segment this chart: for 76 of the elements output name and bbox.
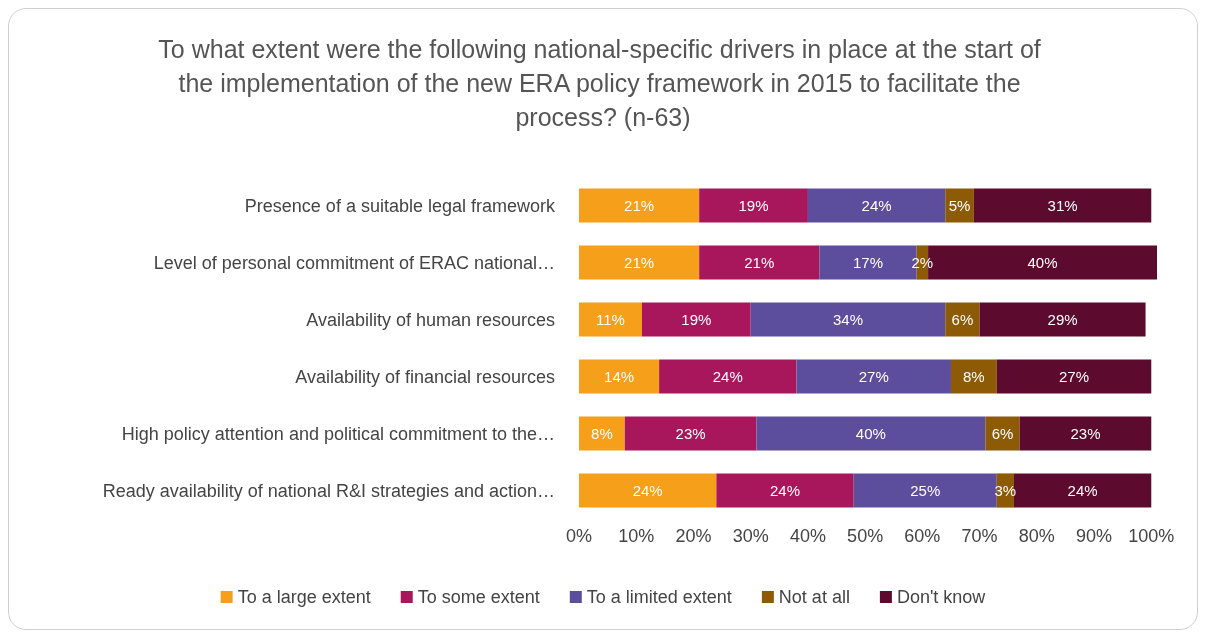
- data-label: 27%: [858, 368, 889, 385]
- bar: [699, 245, 820, 280]
- bar: [796, 359, 951, 394]
- data-label: 19%: [681, 311, 712, 328]
- data-label: 17%: [852, 254, 884, 271]
- y-tick-label: Level of personal commitment of ERAC national…: [153, 252, 555, 273]
- data-label: 8%: [591, 425, 613, 442]
- bar: [985, 416, 1020, 451]
- bar: [807, 188, 946, 223]
- y-tick-label: Ready availability of national R&I strategies and action…: [102, 480, 555, 501]
- bar: [979, 302, 1146, 337]
- x-tick-label: 90%: [1076, 526, 1113, 546]
- data-label: 11%: [596, 311, 625, 328]
- legend-label: Not at all: [778, 587, 850, 607]
- x-tick-label: 100%: [1128, 526, 1175, 546]
- data-label: 24%: [770, 482, 801, 499]
- bar: [1019, 416, 1152, 451]
- legend-label: To a limited extent: [586, 587, 732, 607]
- data-label: 24%: [861, 197, 892, 214]
- data-label: 21%: [624, 197, 655, 214]
- chart-title: To what extent were the following national-specific drivers in place at the start of the implementation of the new ERA policy framework in 2015 to facilitate the process? (n-63): [158, 35, 1048, 131]
- data-label: 40%: [855, 425, 886, 442]
- legend-label: To some extent: [417, 587, 540, 607]
- bar: [853, 473, 997, 508]
- y-tick-label: Availability of financial resources: [295, 366, 555, 387]
- bar: [579, 302, 642, 337]
- data-label: 29%: [1047, 311, 1078, 328]
- data-label: 21%: [744, 254, 775, 271]
- bar: [624, 416, 757, 451]
- data-label: 23%: [675, 425, 706, 442]
- data-label: 34%: [832, 311, 863, 328]
- y-tick-label: Availability of human resources: [306, 309, 555, 330]
- bar: [579, 245, 700, 280]
- bar: [950, 359, 997, 394]
- bar: [641, 302, 751, 337]
- bar: [945, 302, 980, 337]
- x-tick-label: 30%: [732, 526, 769, 546]
- bar: [699, 188, 808, 223]
- bar: [579, 473, 717, 508]
- x-tick-label: 10%: [618, 526, 655, 546]
- x-tick-label: 50%: [847, 526, 884, 546]
- data-label: 5%: [948, 197, 971, 214]
- data-label: 31%: [1047, 197, 1078, 214]
- data-label: 27%: [1059, 368, 1090, 385]
- bar: [579, 188, 700, 223]
- bar: [750, 302, 946, 337]
- data-label: 14%: [604, 368, 635, 385]
- bar: [579, 416, 625, 451]
- bar: [756, 416, 986, 451]
- x-tick-label: 20%: [675, 526, 712, 546]
- x-tick-label: 70%: [961, 526, 998, 546]
- bar: [945, 188, 974, 223]
- y-tick-label: High policy attention and political commitment to the…: [121, 423, 555, 444]
- data-label: 25%: [910, 482, 941, 499]
- data-label: 24%: [632, 482, 663, 499]
- x-tick-label: 80%: [1018, 526, 1055, 546]
- data-label: 6%: [991, 425, 1014, 442]
- bar: [973, 188, 1152, 223]
- x-tick-label: 0%: [565, 526, 593, 546]
- bar: [659, 359, 797, 394]
- data-label: 6%: [951, 311, 974, 328]
- legend-label: To a large extent: [237, 587, 371, 607]
- data-label: 40%: [1027, 254, 1058, 271]
- legend-label: Don't know: [896, 587, 987, 607]
- x-tick-label: 40%: [789, 526, 826, 546]
- x-tick-label: 60%: [904, 526, 941, 546]
- data-label: 21%: [624, 254, 655, 271]
- data-label: 23%: [1070, 425, 1101, 442]
- data-label: 24%: [1067, 482, 1098, 499]
- bar: [716, 473, 854, 508]
- data-label: 8%: [963, 368, 985, 385]
- bar: [579, 359, 660, 394]
- data-label: 19%: [738, 197, 769, 214]
- bar: [996, 359, 1152, 394]
- y-tick-label: Presence of a suitable legal framework: [244, 195, 556, 216]
- data-label: 24%: [712, 368, 743, 385]
